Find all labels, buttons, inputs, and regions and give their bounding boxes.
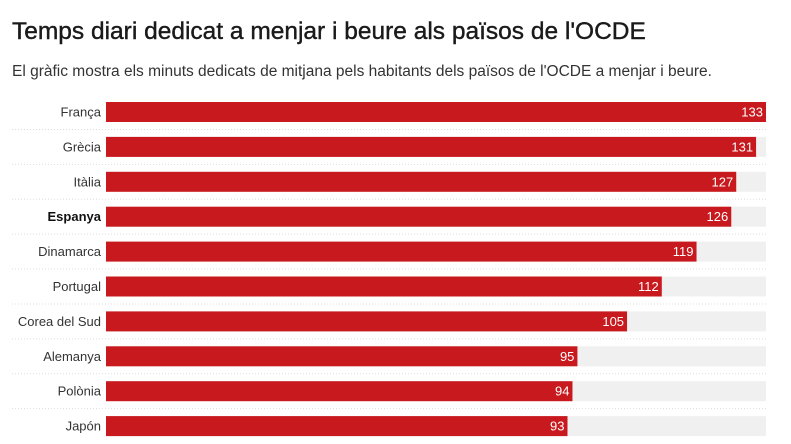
bar <box>106 381 573 402</box>
category-label: Espanya <box>48 209 102 224</box>
category-label: Itàlia <box>74 174 102 189</box>
data-label: 131 <box>731 139 753 154</box>
category-label: Portugal <box>53 279 102 294</box>
data-label: 94 <box>555 384 569 399</box>
chart-title: Temps diari dedicat a menjar i beure als… <box>12 18 646 45</box>
category-label: Polònia <box>58 384 102 399</box>
data-label: 127 <box>712 174 734 189</box>
data-label: 105 <box>602 314 624 329</box>
bar <box>106 276 662 297</box>
data-label: 133 <box>741 105 763 120</box>
data-label: 119 <box>673 244 694 259</box>
category-label: Dinamarca <box>38 244 102 259</box>
data-label: 112 <box>638 279 659 294</box>
category-label: Grècia <box>63 139 102 154</box>
bar <box>106 346 578 367</box>
category-label: França <box>61 105 102 120</box>
bar <box>106 171 737 192</box>
data-label: 95 <box>560 349 574 364</box>
category-label: Alemanya <box>43 349 102 364</box>
bar <box>106 136 757 157</box>
chart-subtitle: El gràfic mostra els minuts dedicats de … <box>12 63 712 80</box>
category-label: Japón <box>66 419 101 434</box>
bar <box>106 241 697 262</box>
data-label: 126 <box>707 209 729 224</box>
bar <box>106 102 766 122</box>
data-label: 93 <box>550 419 564 434</box>
category-label: Corea del Sud <box>18 314 101 329</box>
bar <box>106 311 628 332</box>
bar <box>106 206 732 227</box>
bar <box>106 416 568 437</box>
